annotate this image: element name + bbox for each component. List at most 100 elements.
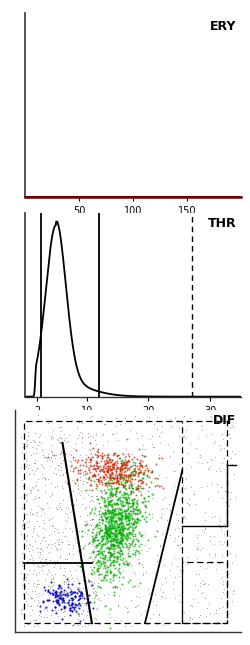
Point (31, 522, 35, 533)
Point (130, 457, 134, 467)
Point (58, 551, 62, 562)
Point (158, 584, 162, 594)
Point (84, 600, 88, 610)
Point (76, 608, 80, 618)
Point (36, 595, 40, 605)
Point (108, 456, 112, 466)
Point (132, 539, 136, 550)
Point (216, 463, 220, 473)
Point (54, 596, 58, 606)
Point (229, 559, 233, 569)
Point (135, 513, 139, 524)
Point (36, 410, 40, 421)
Point (31, 615, 35, 625)
Point (132, 602, 136, 613)
Point (134, 495, 138, 505)
Point (110, 541, 114, 551)
Point (94, 439, 98, 449)
Point (132, 505, 136, 515)
Point (108, 622, 112, 633)
Point (88, 597, 92, 608)
Point (221, 519, 225, 529)
Point (88, 453, 92, 463)
Point (115, 552, 119, 562)
Point (48, 588, 52, 599)
Point (110, 534, 114, 544)
Point (124, 511, 128, 522)
Point (186, 448, 190, 459)
Point (122, 493, 126, 503)
Point (130, 508, 134, 519)
Point (109, 550, 113, 561)
Point (92, 535, 96, 545)
Point (107, 547, 111, 557)
Point (72, 602, 76, 612)
Point (159, 512, 163, 522)
Point (39, 561, 43, 571)
Point (101, 550, 105, 560)
Point (179, 484, 183, 495)
Point (119, 517, 123, 528)
Point (115, 504, 119, 515)
Point (129, 471, 133, 481)
Point (116, 494, 120, 504)
Point (110, 455, 114, 466)
Point (125, 449, 129, 459)
Point (63, 554, 67, 564)
Point (136, 554, 140, 564)
Point (143, 460, 147, 470)
Point (98, 491, 102, 502)
Point (101, 466, 105, 477)
Point (124, 542, 128, 552)
Point (113, 509, 117, 519)
Point (213, 466, 217, 477)
Point (90, 570, 94, 580)
Point (115, 470, 119, 480)
Point (98, 472, 102, 482)
Point (79, 486, 83, 497)
Point (118, 504, 122, 514)
Point (97, 526, 101, 536)
Point (125, 475, 129, 485)
Point (126, 473, 130, 483)
Point (132, 466, 136, 476)
Point (112, 516, 116, 526)
Point (76, 599, 80, 610)
Point (114, 582, 118, 592)
Point (24, 495, 28, 506)
Point (120, 528, 124, 538)
Point (97, 537, 101, 548)
Point (77, 417, 81, 427)
Point (114, 554, 118, 564)
Point (116, 508, 119, 519)
Point (98, 561, 102, 571)
Point (94, 594, 98, 604)
Point (186, 493, 190, 504)
Point (152, 575, 156, 585)
Point (20, 438, 24, 448)
Point (104, 526, 108, 537)
Point (118, 479, 122, 489)
Point (46, 515, 50, 525)
Point (109, 557, 113, 568)
Point (110, 464, 114, 474)
Point (46, 586, 50, 596)
Point (100, 513, 104, 524)
Point (142, 500, 146, 510)
Point (140, 497, 144, 508)
Point (230, 422, 234, 432)
Point (24, 496, 28, 506)
Point (20, 580, 24, 590)
Point (106, 508, 110, 518)
Point (186, 615, 190, 625)
Point (111, 575, 115, 585)
Point (129, 454, 133, 464)
Point (95, 450, 99, 461)
Point (85, 529, 89, 539)
Point (46, 452, 50, 462)
Point (127, 476, 131, 486)
Point (42, 584, 46, 595)
Point (119, 510, 123, 521)
Point (54, 589, 58, 599)
Point (126, 519, 130, 530)
